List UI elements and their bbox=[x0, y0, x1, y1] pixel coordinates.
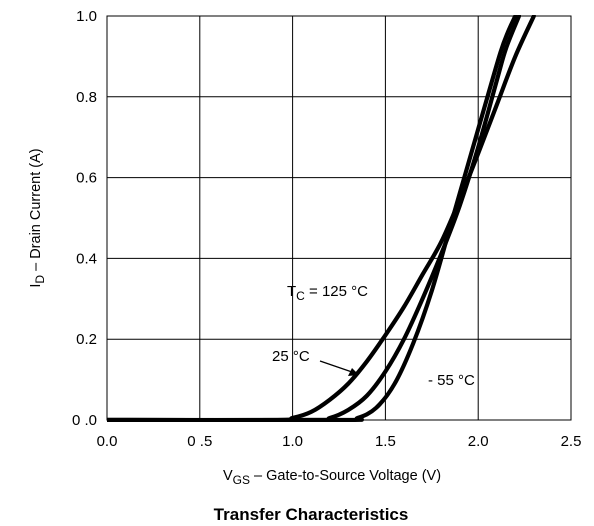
y-axis-label-i: I bbox=[28, 284, 44, 288]
chart-title: Transfer Characteristics bbox=[214, 505, 409, 524]
annotation-25c: 25 °C bbox=[272, 348, 310, 365]
annotation-25c-arrowhead bbox=[348, 368, 359, 376]
annotation-125c-t: T bbox=[287, 283, 296, 300]
x-tick-label: 0.0 bbox=[97, 433, 118, 450]
annotation-125c-rest: = 125 °C bbox=[305, 283, 368, 300]
x-tick-label: 1.5 bbox=[375, 433, 396, 450]
y-tick-label: 1.0 bbox=[76, 8, 97, 25]
series-line-1 bbox=[107, 15, 536, 422]
x-tick-label: 2.5 bbox=[561, 433, 582, 450]
x-tick-label: 1.0 bbox=[282, 433, 303, 450]
curves bbox=[107, 15, 536, 422]
series-line-3 bbox=[107, 15, 518, 422]
annotation-minus55c: - 55 °C bbox=[428, 372, 475, 389]
x-axis-label: VGS – Gate-to-Source Voltage (V) bbox=[223, 468, 441, 487]
x-axis-label-sub: GS bbox=[233, 473, 250, 487]
y-tick-label: 0.8 bbox=[76, 89, 97, 106]
annotation-125c: TC = 125 °C bbox=[287, 283, 368, 303]
x-tick-label: 2.0 bbox=[468, 433, 489, 450]
annotation-125c-sub: C bbox=[296, 289, 305, 303]
y-axis-label-sub: D bbox=[33, 275, 47, 284]
y-tick-label: 0.6 bbox=[76, 170, 97, 187]
y-tick-label: 0.4 bbox=[76, 250, 97, 267]
plot-frame bbox=[106, 15, 572, 421]
y-tick-label: 0.2 bbox=[76, 331, 97, 348]
x-tick-labels: 0.0 0 .5 1.0 1.5 2.0 2.5 bbox=[97, 433, 582, 450]
grid bbox=[106, 15, 572, 421]
y-axis-label-rest: – Drain Current (A) bbox=[28, 148, 44, 275]
y-axis-label: ID – Drain Current (A) bbox=[28, 148, 47, 287]
series-line-2 bbox=[107, 15, 522, 422]
annotation-25c-arrow bbox=[319, 360, 353, 373]
x-tick-label: 0 .5 bbox=[187, 433, 212, 450]
y-tick-labels: 0 .0 0.2 0.4 0.6 0.8 1.0 bbox=[72, 8, 97, 429]
x-axis-label-v: V bbox=[223, 468, 233, 484]
y-tick-label: 0 .0 bbox=[72, 412, 97, 429]
x-axis-label-rest: – Gate-to-Source Voltage (V) bbox=[250, 468, 441, 484]
